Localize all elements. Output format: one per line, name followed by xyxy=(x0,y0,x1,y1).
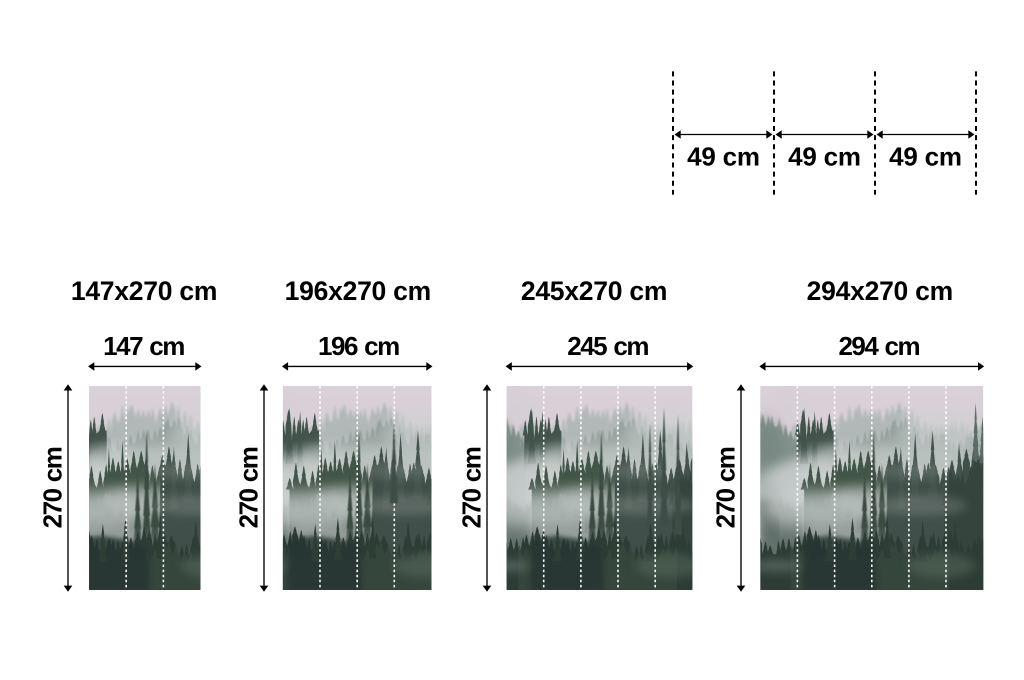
svg-text:270 cm: 270 cm xyxy=(38,447,68,528)
svg-text:270 cm: 270 cm xyxy=(234,447,264,528)
svg-text:147 cm: 147 cm xyxy=(103,331,184,361)
svg-text:49 cm: 49 cm xyxy=(687,142,760,172)
svg-text:245x270 cm: 245x270 cm xyxy=(521,276,667,306)
svg-text:270 cm: 270 cm xyxy=(457,447,487,528)
svg-text:49 cm: 49 cm xyxy=(889,142,962,172)
svg-text:270 cm: 270 cm xyxy=(711,447,741,528)
svg-text:196 cm: 196 cm xyxy=(318,331,399,361)
svg-text:147x270 cm: 147x270 cm xyxy=(71,276,217,306)
svg-text:49 cm: 49 cm xyxy=(788,142,861,172)
svg-text:245 cm: 245 cm xyxy=(567,331,648,361)
svg-text:294x270 cm: 294x270 cm xyxy=(807,276,953,306)
svg-text:294 cm: 294 cm xyxy=(838,331,919,361)
svg-text:196x270 cm: 196x270 cm xyxy=(285,276,431,306)
